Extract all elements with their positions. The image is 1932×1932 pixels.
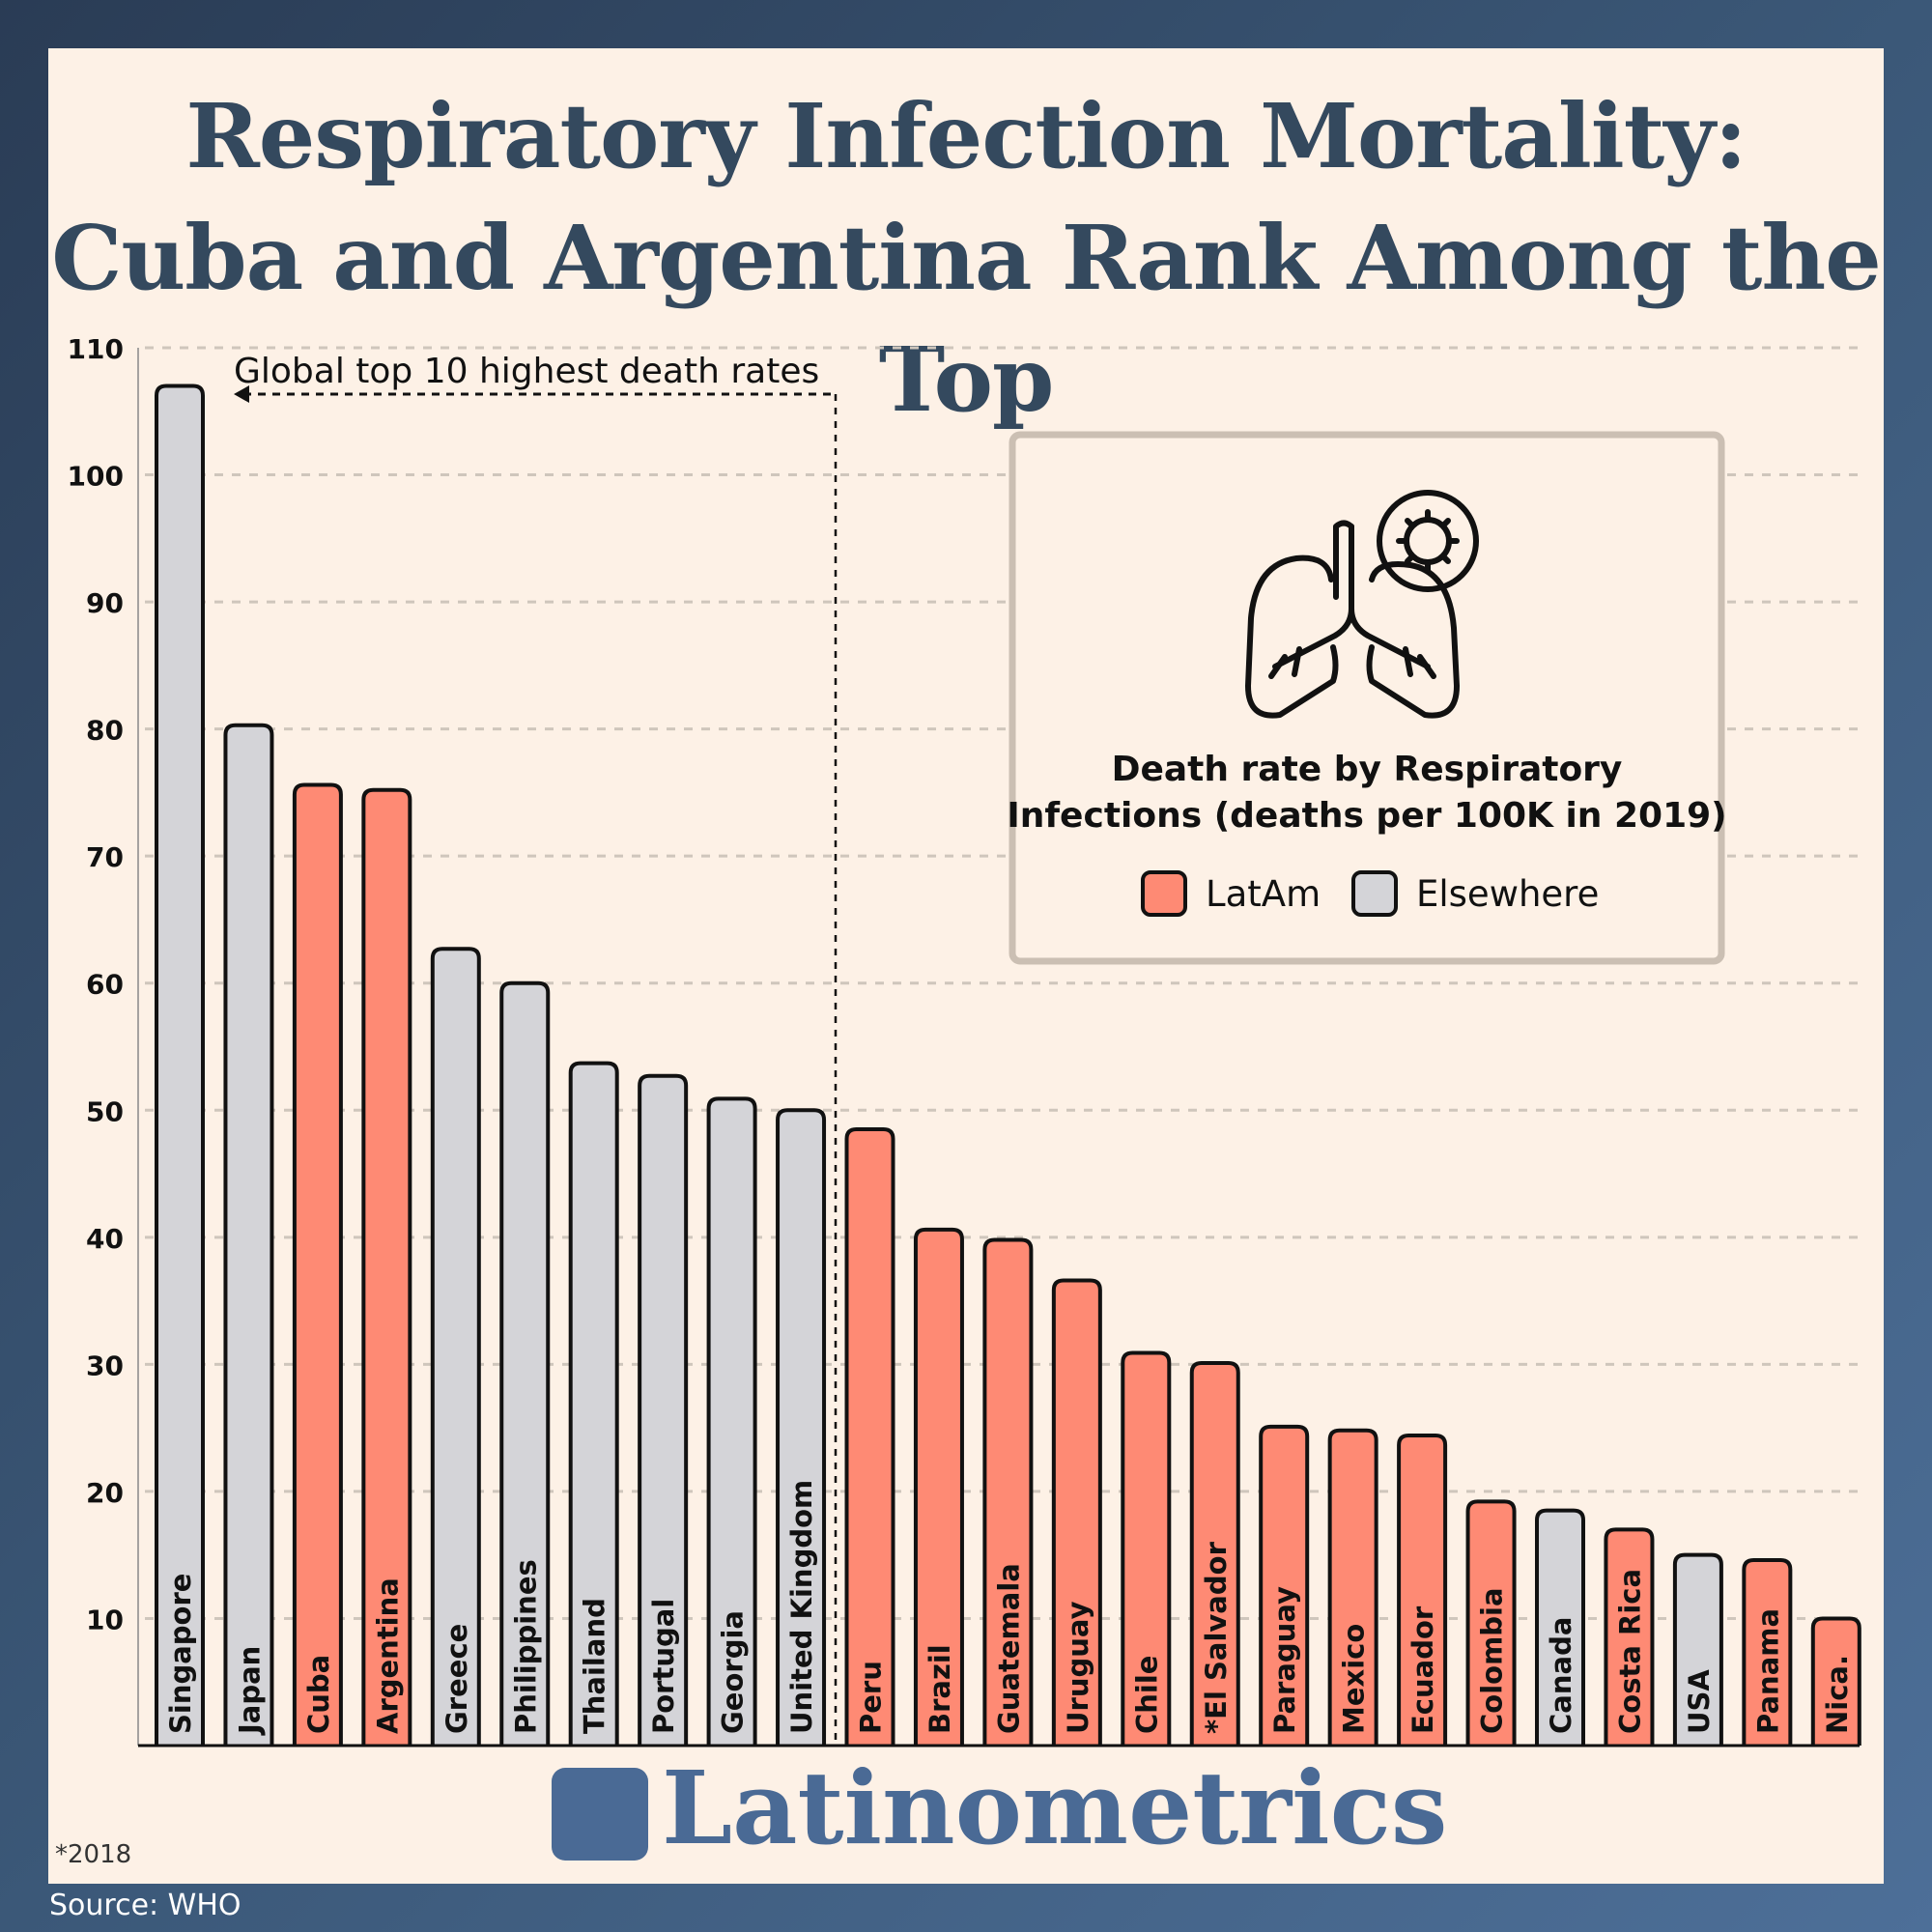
bar-panama: [1742, 1557, 1793, 1746]
legend-swatch-latam: [1141, 870, 1187, 917]
y-tick-label: 40: [86, 1223, 124, 1255]
x-category-label: Philippines: [509, 1559, 542, 1734]
x-category-label: Paraguay: [1268, 1586, 1301, 1734]
x-category-label: Cuba: [302, 1655, 335, 1734]
legend-title-line1: Death rate by Respiratory: [1112, 750, 1623, 789]
x-category-label: Japan: [233, 1646, 266, 1736]
bars: Singapore Japan Cuba Argentina Greece Philipp…: [155, 384, 1861, 1746]
bar-canada: [1535, 1508, 1585, 1746]
bar-japan: [223, 723, 274, 1746]
x-category-label: Mexico: [1338, 1624, 1371, 1734]
bar-nica-: [1810, 1616, 1861, 1746]
bar-ecuador: [1397, 1434, 1448, 1746]
footnote: *2018: [55, 1840, 132, 1869]
y-tick-label: 60: [86, 969, 124, 1001]
top10-annotation: Global top 10 highest death rates: [234, 352, 838, 1746]
bar-cuba: [292, 782, 343, 1746]
annotation-label: Global top 10 highest death rates: [234, 352, 819, 391]
source-label: Source: WHO: [49, 1889, 242, 1922]
x-category-label: Greece: [440, 1624, 473, 1734]
bar-costa-rica: [1604, 1527, 1655, 1746]
y-tick-label: 50: [86, 1095, 124, 1127]
x-category-label: Uruguay: [1062, 1601, 1094, 1734]
arrow-left-icon: [234, 385, 249, 403]
x-category-label: Canada: [1545, 1617, 1577, 1734]
bar-chile: [1121, 1350, 1172, 1746]
bar-portugal: [638, 1073, 689, 1746]
bar-peru: [844, 1127, 895, 1746]
x-category-label: Singapore: [164, 1574, 197, 1734]
y-tick-label: 100: [68, 461, 124, 493]
bar-georgia: [706, 1096, 757, 1746]
bar-guatemala: [982, 1237, 1034, 1746]
bar-brazil: [913, 1227, 964, 1746]
bar-uruguay: [1051, 1278, 1102, 1746]
chart-title: Respiratory Infection Mortality: Cuba an…: [51, 84, 1882, 432]
legend-label-latam: LatAm: [1206, 873, 1321, 915]
x-category-label: Colombia: [1476, 1587, 1509, 1734]
bar-united-kingdom: [776, 1108, 827, 1746]
legend-box: Death rate by Respiratory Infections (de…: [1007, 431, 1727, 965]
x-category-label: Chile: [1130, 1656, 1163, 1734]
bar-philippines: [499, 980, 551, 1746]
x-category-label: Guatemala: [992, 1563, 1025, 1734]
x-category-label: Ecuador: [1406, 1605, 1439, 1734]
bar--el-salvador: [1189, 1361, 1240, 1746]
y-tick-label: 30: [86, 1350, 124, 1381]
legend-title-line2: Infections (deaths per 100K in 2019): [1007, 796, 1726, 836]
x-category-label: Georgia: [717, 1610, 750, 1734]
bar-argentina: [361, 787, 412, 1746]
y-tick-label: 10: [86, 1604, 124, 1635]
x-category-label: United Kingdom: [785, 1480, 818, 1734]
x-category-label: Portugal: [647, 1599, 680, 1734]
x-category-label: *El Salvador: [1200, 1541, 1233, 1734]
y-tick-label: 110: [68, 333, 124, 365]
bar-mexico: [1327, 1428, 1378, 1746]
y-axis-ticks: 10 20 30 40 50 60 70 80 90 100 110: [68, 333, 124, 1635]
x-category-label: Argentina: [371, 1577, 404, 1734]
x-category-label: Panama: [1751, 1608, 1784, 1734]
brand-logo: Latinometrics: [662, 1748, 1448, 1867]
bar-usa: [1672, 1552, 1723, 1746]
legend-swatch-elsewhere: [1351, 870, 1398, 917]
legend-label-elsewhere: Elsewhere: [1416, 873, 1599, 915]
bar-paraguay: [1259, 1424, 1310, 1746]
x-category-label: Costa Rica: [1613, 1569, 1646, 1734]
y-tick-label: 70: [86, 841, 124, 873]
bar-thailand: [568, 1061, 619, 1746]
lungs-virus-icon: [1245, 490, 1479, 719]
x-category-label: Brazil: [923, 1644, 956, 1734]
bar-colombia: [1465, 1499, 1517, 1746]
x-category-label: Peru: [855, 1661, 888, 1734]
y-tick-label: 80: [86, 715, 124, 747]
latinometrics-logo-icon: [552, 1768, 648, 1861]
y-tick-label: 90: [86, 587, 124, 619]
x-category-label: Thailand: [579, 1598, 611, 1734]
y-tick-label: 20: [86, 1477, 124, 1509]
bar-greece: [430, 947, 481, 1746]
x-category-label: Nica.: [1821, 1655, 1854, 1734]
x-category-label: USA: [1683, 1669, 1716, 1734]
bar-singapore: [155, 384, 205, 1746]
